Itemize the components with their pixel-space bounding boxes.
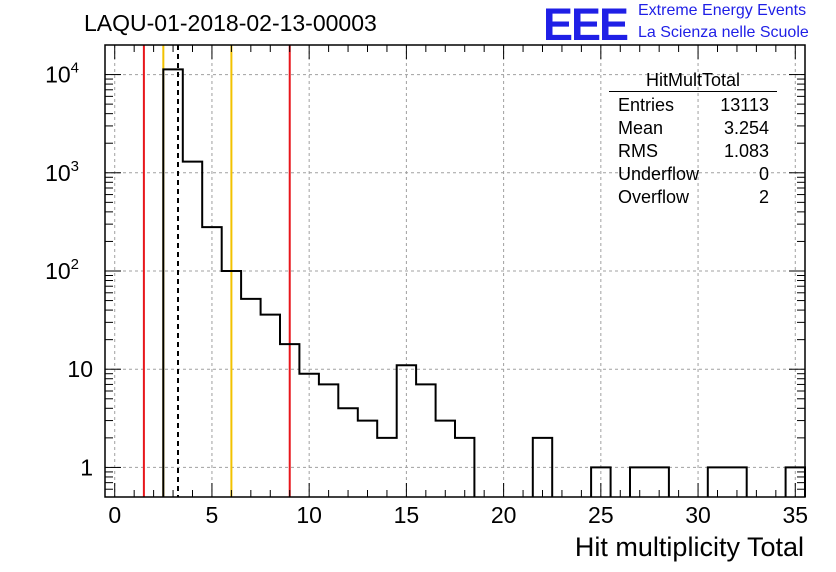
stats-row: Overflow 2 — [609, 186, 777, 209]
stats-value: 2 — [758, 187, 769, 207]
histogram-bin — [163, 69, 182, 497]
histogram-bin — [338, 408, 357, 497]
chart-title: LAQU-01-2018-02-13-00003 — [84, 10, 377, 36]
y-tick-label: 1 — [80, 454, 93, 480]
stats-box: HitMultTotal Entries 13113 Mean 3.254 RMS 1.0… — [609, 69, 777, 209]
logo-tagline-1: Extreme Energy Events — [638, 2, 807, 19]
x-tick-label: 30 — [685, 502, 711, 528]
histogram-bin — [416, 384, 435, 497]
eee-logo: EEE — [543, 0, 629, 50]
logo-tagline-2: La Scienza nelle Scuole — [638, 24, 809, 41]
stats-row: RMS 1.083 — [609, 140, 777, 163]
y-tick-label: 102 — [45, 256, 79, 284]
histogram-bin — [319, 384, 338, 497]
histogram-outline — [162, 68, 806, 497]
stats-title: HitMultTotal — [609, 69, 777, 92]
x-tick-label: 20 — [491, 502, 517, 528]
stats-label: Mean — [618, 118, 664, 138]
x-tick-label: 25 — [588, 502, 614, 528]
histogram-bin — [436, 421, 455, 497]
stats-rows: Entries 13113 Mean 3.254 RMS 1.083 Underflow 0 O… — [609, 94, 777, 209]
histogram-bin — [183, 162, 202, 497]
x-tick-label: 35 — [782, 502, 808, 528]
stats-label: RMS — [618, 141, 658, 161]
y-tick-label: 104 — [45, 60, 79, 88]
stats-row: Underflow 0 — [609, 163, 777, 186]
x-axis-label: Hit multiplicity Total — [574, 532, 804, 562]
stats-row: Entries 13113 — [609, 94, 777, 117]
stats-label: Entries — [618, 95, 675, 115]
stats-value: 0 — [758, 164, 769, 184]
histogram-bin — [358, 421, 377, 497]
y-tick-label: 103 — [45, 158, 79, 186]
stats-value: 1.083 — [723, 141, 769, 161]
stats-value: 3.254 — [723, 118, 769, 138]
x-tick-label: 10 — [296, 502, 322, 528]
stats-label: Overflow — [618, 187, 690, 207]
histogram-bin — [261, 315, 280, 497]
stats-label: Underflow — [618, 164, 700, 184]
stats-value: 13113 — [720, 95, 769, 115]
x-tick-label: 0 — [108, 502, 121, 528]
stats-row: Mean 3.254 — [609, 117, 777, 140]
y-tick-label: 10 — [67, 356, 93, 382]
x-tick-label: 5 — [206, 502, 219, 528]
x-tick-label: 15 — [394, 502, 420, 528]
